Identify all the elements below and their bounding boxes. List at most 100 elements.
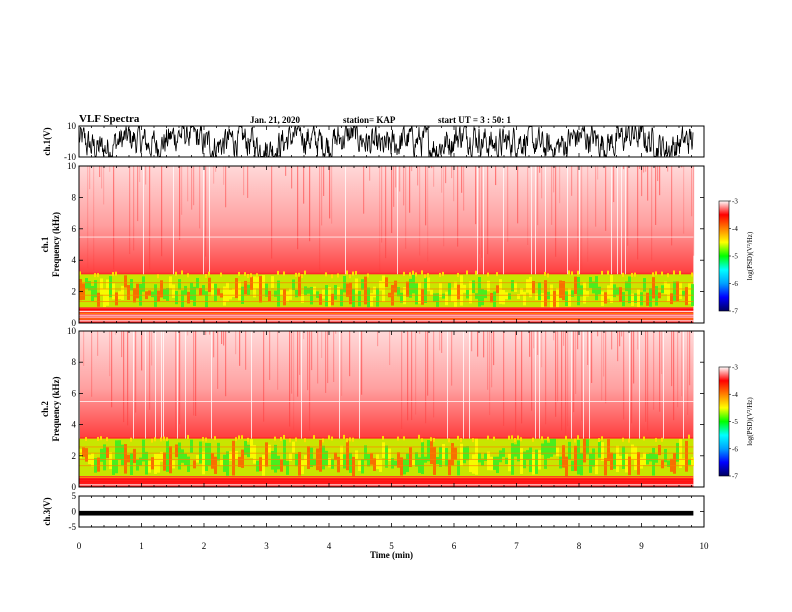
band-patch: [130, 279, 133, 291]
band-patch: [313, 286, 316, 295]
white-streak: [579, 166, 580, 275]
band-spike: [349, 437, 351, 442]
band-spike: [304, 270, 306, 275]
band-patch: [517, 440, 520, 462]
band-line: [79, 452, 694, 454]
band-spike: [283, 271, 285, 276]
band-patch: [562, 281, 565, 301]
band-spike: [166, 437, 168, 442]
band-patch: [649, 453, 652, 462]
red-streak: [335, 331, 337, 334]
band-patch: [163, 288, 166, 300]
band-spike: [238, 271, 240, 276]
band-spike: [601, 270, 603, 275]
red-streak: [639, 166, 641, 170]
red-streak: [657, 166, 659, 182]
band-spike: [274, 436, 276, 441]
band-spike: [688, 434, 690, 439]
band-patch: [628, 276, 631, 304]
spectrogram-ch2-image: [79, 331, 694, 488]
band-patch: [499, 450, 502, 463]
red-streak: [419, 331, 421, 334]
colorbar-tick-label: -5: [732, 253, 738, 261]
band-patch: [676, 281, 679, 301]
red-streak: [291, 331, 293, 394]
band-spike: [352, 271, 354, 276]
red-streak: [243, 166, 245, 196]
red-streak: [427, 331, 429, 396]
band-spike: [598, 438, 600, 443]
band-patch: [205, 442, 208, 471]
band-patch: [277, 455, 280, 470]
band-patch: [487, 280, 490, 292]
red-streak: [537, 166, 539, 226]
red-streak: [573, 331, 575, 413]
band-patch: [307, 287, 310, 294]
band-spike: [301, 274, 303, 279]
band-patch: [349, 452, 352, 473]
band-patch: [526, 279, 529, 293]
band-patch: [424, 277, 427, 304]
band-spike: [367, 273, 369, 278]
red-streak: [109, 166, 111, 172]
band-patch: [625, 281, 628, 292]
band-patch: [181, 449, 184, 463]
red-streak: [645, 166, 647, 172]
band-spike: [247, 273, 249, 278]
red-streak: [529, 331, 531, 357]
red-streak: [377, 331, 379, 347]
band-spike: [346, 270, 348, 275]
y-tick-label: 10: [67, 161, 77, 171]
band-patch: [337, 456, 340, 473]
band-patch: [385, 445, 388, 468]
band-patch: [202, 451, 205, 475]
band-spike: [181, 270, 183, 275]
band-patch: [565, 456, 568, 476]
x-tick-label: 9: [639, 541, 644, 551]
white-streak: [161, 331, 162, 439]
band-spike: [238, 435, 240, 440]
colorbar-ch2: [718, 366, 730, 477]
red-streak: [99, 166, 101, 178]
red-streak: [563, 331, 565, 346]
band-patch: [604, 292, 607, 304]
colorbar-tick-label: -7: [732, 308, 738, 316]
colorbar-tick-label: -7: [732, 473, 738, 481]
band-patch: [502, 448, 505, 457]
red-streak: [327, 331, 329, 384]
band-patch: [121, 444, 124, 466]
band-patch: [349, 282, 352, 305]
band-patch: [574, 276, 577, 295]
red-streak: [545, 331, 547, 425]
red-streak: [323, 166, 325, 196]
band-patch: [415, 283, 418, 305]
band-spike: [487, 272, 489, 277]
band-patch: [148, 460, 151, 473]
band-patch: [577, 440, 580, 475]
band-spike: [322, 438, 324, 443]
band-patch: [427, 277, 430, 292]
band-patch: [667, 460, 670, 467]
band-patch: [295, 289, 298, 298]
band-patch: [421, 442, 424, 475]
red-streak: [597, 166, 599, 180]
band-patch: [313, 458, 316, 466]
band-patch: [649, 288, 652, 307]
red-streak: [689, 331, 691, 386]
white-streak: [345, 166, 346, 275]
band-patch: [295, 453, 298, 467]
ch1-spectrogram-ylabel: Frequency (kHz): [51, 212, 61, 277]
white-streak: [173, 166, 174, 275]
red-streak: [541, 331, 543, 368]
red-streak: [205, 331, 207, 335]
red-streak: [195, 331, 197, 416]
band-spike: [112, 272, 114, 277]
band-patch: [178, 442, 181, 470]
x-axis-label: Time (min): [370, 550, 413, 560]
band-patch: [247, 284, 250, 296]
band-patch: [673, 453, 676, 474]
band-patch: [688, 459, 691, 465]
band-spike: [100, 436, 102, 441]
red-streak: [311, 331, 313, 371]
band-spike: [517, 435, 519, 440]
